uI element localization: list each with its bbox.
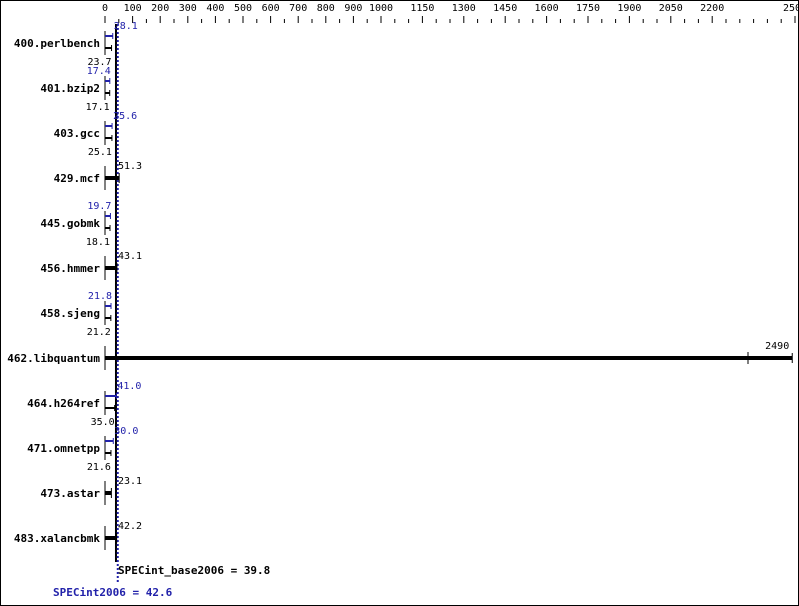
category-label: 400.perlbench — [14, 37, 100, 50]
category-label: 403.gcc — [54, 127, 100, 140]
base-value-label: 23.1 — [118, 476, 142, 487]
category-label: 456.hmmer — [40, 262, 100, 275]
peak-value-label: 19.7 — [87, 201, 111, 212]
base-value-label: 18.1 — [86, 237, 110, 248]
peak-value-label: 25.6 — [113, 111, 137, 122]
x-tick-label: 600 — [262, 3, 280, 14]
x-tick-label: 1900 — [617, 3, 641, 14]
x-tick-label: 300 — [179, 3, 197, 14]
peak-value-label: 30.0 — [114, 426, 138, 437]
category-label: 473.astar — [40, 487, 100, 500]
x-tick-label: 1300 — [452, 3, 476, 14]
x-tick-label: 1450 — [493, 3, 517, 14]
x-tick-label: 700 — [289, 3, 307, 14]
base-mean-label: SPECint_base2006 = 39.8 — [118, 564, 270, 577]
category-label: 462.libquantum — [7, 352, 100, 365]
category-label: 401.bzip2 — [40, 82, 100, 95]
category-label: 429.mcf — [54, 172, 100, 185]
category-label: 464.h264ref — [27, 397, 100, 410]
peak-value-label: 28.1 — [114, 21, 138, 32]
x-tick-label: 1000 — [369, 3, 393, 14]
base-value-label: 21.2 — [87, 327, 111, 338]
peak-value-label: 21.8 — [88, 291, 112, 302]
base-value-label: 42.2 — [118, 521, 142, 532]
base-value-label: 17.1 — [86, 102, 110, 113]
base-value-label: 35.0 — [91, 417, 115, 428]
x-tick-label: 900 — [344, 3, 362, 14]
x-tick-label: 500 — [234, 3, 252, 14]
peak-value-label: 41.0 — [117, 381, 141, 392]
category-label: 445.gobmk — [40, 217, 100, 230]
base-value-label: 43.1 — [118, 251, 142, 262]
x-tick-label: 200 — [151, 3, 169, 14]
x-tick-label: 400 — [206, 3, 224, 14]
x-tick-label: 100 — [124, 3, 142, 14]
peak-mean-label: SPECint2006 = 42.6 — [53, 586, 173, 599]
base-value-label: 25.1 — [88, 147, 112, 158]
base-value-label: 2490 — [765, 341, 789, 352]
x-tick-label: 2500 — [783, 3, 799, 14]
category-label: 471.omnetpp — [27, 442, 100, 455]
x-tick-label: 2050 — [659, 3, 683, 14]
category-label: 458.sjeng — [40, 307, 100, 320]
x-tick-label: 2200 — [700, 3, 724, 14]
x-tick-label: 1150 — [410, 3, 434, 14]
base-value-label: 23.7 — [87, 57, 111, 68]
category-label: 483.xalancbmk — [14, 532, 100, 545]
x-tick-label: 1750 — [576, 3, 600, 14]
x-tick-label: 0 — [102, 3, 108, 14]
base-value-label: 21.6 — [87, 462, 111, 473]
x-tick-label: 800 — [317, 3, 335, 14]
base-value-label: 51.3 — [118, 161, 142, 172]
x-tick-label: 1600 — [535, 3, 559, 14]
peak-value-label: 17.4 — [87, 66, 111, 77]
